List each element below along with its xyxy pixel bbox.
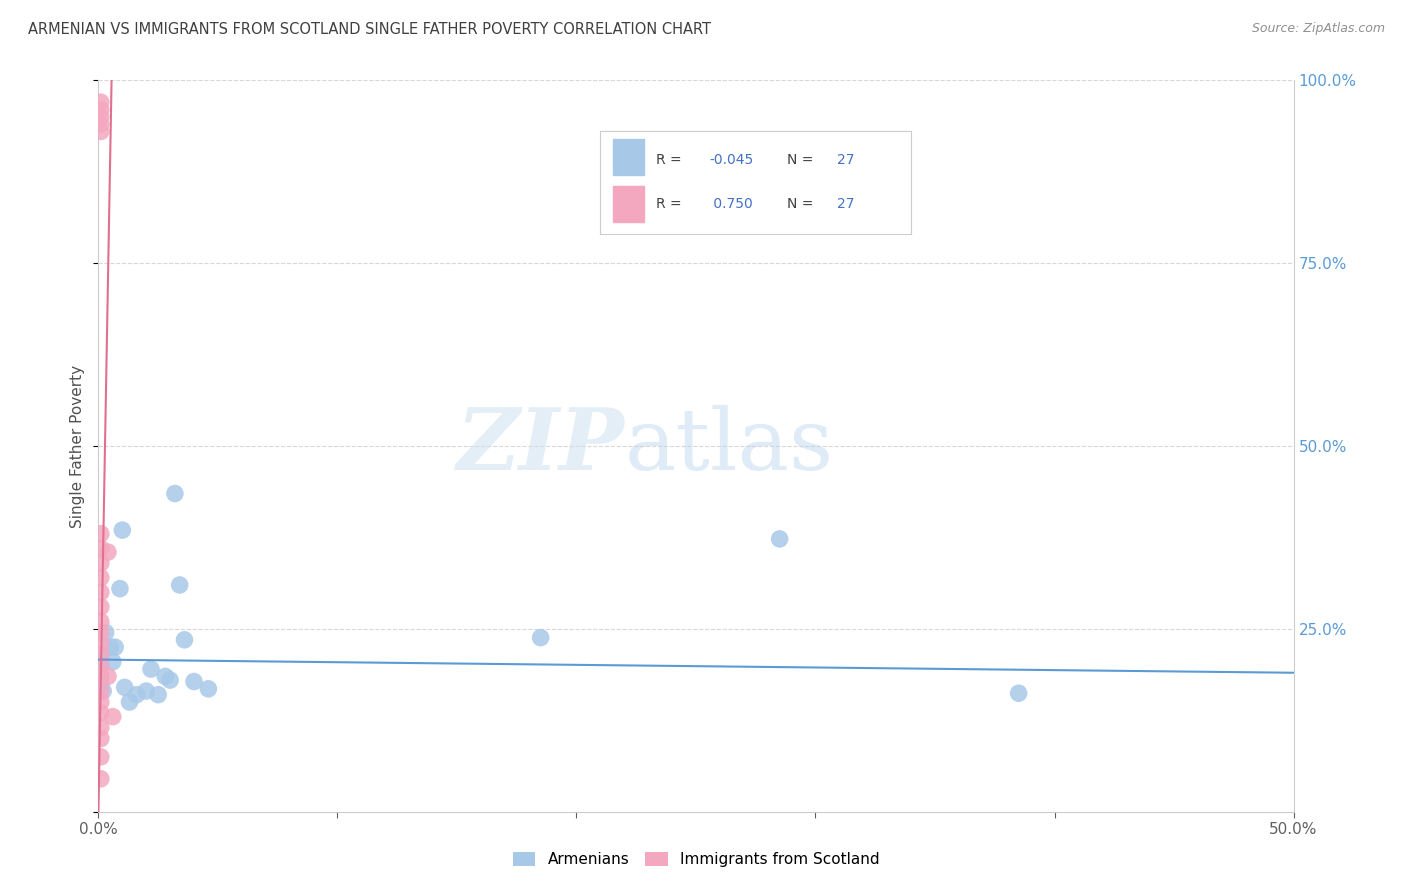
Bar xyxy=(613,139,644,175)
Point xyxy=(155,669,177,683)
Bar xyxy=(613,186,644,221)
Point xyxy=(111,523,134,537)
Point xyxy=(90,676,112,690)
Text: R =: R = xyxy=(657,153,686,167)
Point xyxy=(90,526,112,541)
Point xyxy=(173,632,195,647)
Point xyxy=(118,695,141,709)
Point xyxy=(90,103,112,117)
Point xyxy=(90,571,112,585)
Text: Source: ZipAtlas.com: Source: ZipAtlas.com xyxy=(1251,22,1385,36)
Point xyxy=(90,706,112,720)
Point xyxy=(90,658,112,673)
Point xyxy=(91,684,114,698)
Point xyxy=(125,688,148,702)
Text: N =: N = xyxy=(787,153,817,167)
Point xyxy=(97,545,120,559)
Text: -0.045: -0.045 xyxy=(709,153,754,167)
Point xyxy=(90,95,112,110)
Point xyxy=(114,681,136,695)
Point xyxy=(101,655,124,669)
Point xyxy=(90,556,112,570)
Point xyxy=(90,615,112,629)
Point xyxy=(183,674,205,689)
Point xyxy=(169,578,191,592)
Point xyxy=(90,721,112,735)
Point xyxy=(108,582,131,596)
Legend: Armenians, Immigrants from Scotland: Armenians, Immigrants from Scotland xyxy=(506,847,886,873)
Point xyxy=(163,486,186,500)
Point xyxy=(90,599,112,614)
Point xyxy=(139,662,162,676)
Point xyxy=(90,648,112,662)
Point xyxy=(101,709,124,723)
Text: 27: 27 xyxy=(837,196,853,211)
Point xyxy=(90,669,112,683)
Point xyxy=(90,625,112,640)
Point xyxy=(90,585,112,599)
Point xyxy=(90,772,112,786)
Point xyxy=(90,636,112,650)
Point xyxy=(104,640,127,655)
Point xyxy=(90,110,112,124)
Point xyxy=(529,631,551,645)
Text: 27: 27 xyxy=(837,153,853,167)
Text: ZIP: ZIP xyxy=(457,404,624,488)
Point xyxy=(90,684,112,698)
Point xyxy=(90,731,112,746)
Y-axis label: Single Father Poverty: Single Father Poverty xyxy=(70,365,86,527)
Text: atlas: atlas xyxy=(624,404,834,488)
Point xyxy=(135,684,157,698)
Point xyxy=(90,695,112,709)
Point xyxy=(98,640,122,655)
Text: N =: N = xyxy=(787,196,817,211)
Point xyxy=(148,688,170,702)
Point xyxy=(159,673,181,687)
Text: 0.750: 0.750 xyxy=(709,196,752,211)
Text: R =: R = xyxy=(657,196,686,211)
Point xyxy=(90,669,112,683)
Point xyxy=(1007,686,1029,700)
Point xyxy=(768,532,790,546)
Point xyxy=(90,124,112,138)
Point xyxy=(197,681,219,696)
Point xyxy=(94,625,117,640)
Point xyxy=(90,658,112,673)
Point xyxy=(90,651,112,665)
Point xyxy=(90,541,112,556)
Point xyxy=(90,117,112,131)
Point xyxy=(90,749,112,764)
Text: ARMENIAN VS IMMIGRANTS FROM SCOTLAND SINGLE FATHER POVERTY CORRELATION CHART: ARMENIAN VS IMMIGRANTS FROM SCOTLAND SIN… xyxy=(28,22,711,37)
Point xyxy=(97,669,120,683)
